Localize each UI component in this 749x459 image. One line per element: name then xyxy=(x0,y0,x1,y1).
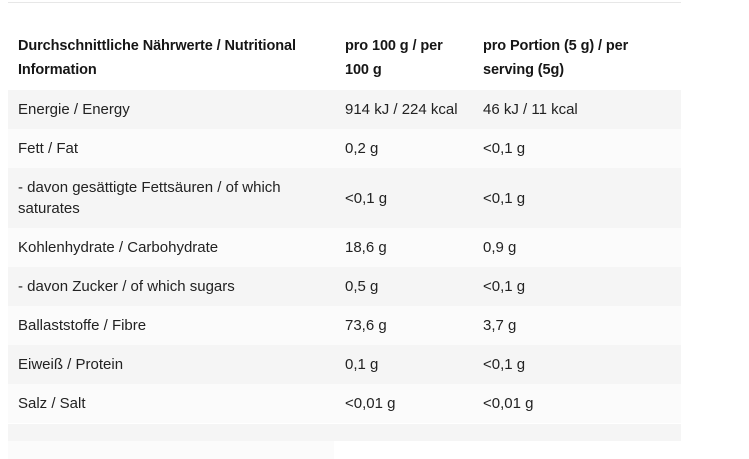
value-per-serving: 3,7 g xyxy=(473,306,681,345)
value-per-100g: <0,01 g xyxy=(335,384,473,423)
row-label: Ballaststoffe / Fibre xyxy=(8,306,335,345)
value-per-100g: 0,1 g xyxy=(335,345,473,384)
value-per-100g: 18,6 g xyxy=(335,228,473,267)
table-row-fat: Fett / Fat 0,2 g <0,1 g xyxy=(8,129,681,168)
header-cell-per-serving: pro Portion (5 g) / per serving (5g) xyxy=(473,2,681,90)
row-label: Fett / Fat xyxy=(8,129,335,168)
table-row-saturates: - davon gesättigte Fettsäuren / of which… xyxy=(8,168,681,228)
row-label: Salz / Salt xyxy=(8,384,335,423)
value-per-serving: <0,01 g xyxy=(473,384,681,423)
table-row-carbohydrate: Kohlenhydrate / Carbohydrate 18,6 g 0,9 … xyxy=(8,228,681,267)
table-row-sugars: - davon Zucker / of which sugars 0,5 g <… xyxy=(8,267,681,306)
table-header-row: Durchschnittliche Nährwerte / Nutritiona… xyxy=(8,2,681,90)
value-per-serving: <0,1 g xyxy=(473,168,681,228)
row-label: - davon gesättigte Fettsäuren / of which… xyxy=(8,168,335,228)
row-label: Energie / Energy xyxy=(8,90,335,129)
row-label: Kohlenhydrate / Carbohydrate xyxy=(8,228,335,267)
next-section-band xyxy=(8,424,681,441)
next-section-partial-band xyxy=(8,441,334,459)
row-label: - davon Zucker / of which sugars xyxy=(8,267,335,306)
nutrition-table: Durchschnittliche Nährwerte / Nutritiona… xyxy=(8,2,681,423)
value-per-100g: 73,6 g xyxy=(335,306,473,345)
value-per-serving: <0,1 g xyxy=(473,267,681,306)
nutrition-section: Durchschnittliche Nährwerte / Nutritiona… xyxy=(8,2,681,459)
value-per-serving: 0,9 g xyxy=(473,228,681,267)
header-cell-per-100g: pro 100 g / per 100 g xyxy=(335,2,473,90)
value-per-serving: <0,1 g xyxy=(473,345,681,384)
row-label: Eiweiß / Protein xyxy=(8,345,335,384)
value-per-100g: 914 kJ / 224 kcal xyxy=(335,90,473,129)
value-per-100g: 0,2 g xyxy=(335,129,473,168)
value-per-serving: 46 kJ / 11 kcal xyxy=(473,90,681,129)
value-per-100g: 0,5 g xyxy=(335,267,473,306)
table-row-energy: Energie / Energy 914 kJ / 224 kcal 46 kJ… xyxy=(8,90,681,129)
value-per-100g: <0,1 g xyxy=(335,168,473,228)
table-row-protein: Eiweiß / Protein 0,1 g <0,1 g xyxy=(8,345,681,384)
header-cell-nutrient: Durchschnittliche Nährwerte / Nutritiona… xyxy=(8,2,335,90)
table-row-fibre: Ballaststoffe / Fibre 73,6 g 3,7 g xyxy=(8,306,681,345)
value-per-serving: <0,1 g xyxy=(473,129,681,168)
table-row-salt: Salz / Salt <0,01 g <0,01 g xyxy=(8,384,681,423)
